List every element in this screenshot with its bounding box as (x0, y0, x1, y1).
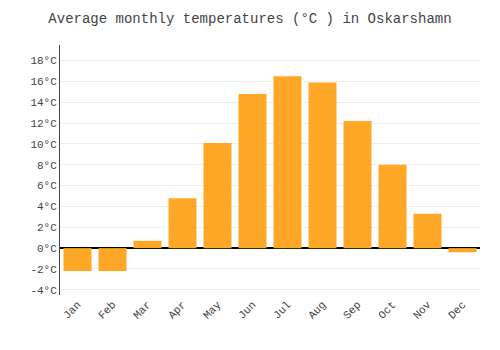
svg-text:2°C: 2°C (37, 222, 57, 234)
svg-text:Average monthly temperatures (: Average monthly temperatures (°C ) in Os… (48, 11, 451, 27)
svg-text:Oct: Oct (376, 299, 398, 321)
svg-text:14°C: 14°C (30, 97, 57, 109)
svg-text:Jun: Jun (236, 299, 258, 321)
svg-text:-2°C: -2°C (30, 264, 57, 276)
svg-text:12°C: 12°C (30, 118, 57, 130)
svg-text:0°C: 0°C (37, 243, 57, 255)
svg-text:18°C: 18°C (30, 55, 57, 67)
svg-text:Jan: Jan (61, 299, 83, 321)
svg-text:Feb: Feb (96, 299, 118, 321)
svg-text:16°C: 16°C (30, 76, 57, 88)
svg-text:Dec: Dec (446, 299, 468, 321)
svg-text:Nov: Nov (411, 299, 434, 322)
svg-text:10°C: 10°C (30, 139, 57, 151)
svg-text:Aug: Aug (306, 299, 328, 321)
svg-text:-4°C: -4°C (30, 285, 57, 297)
svg-text:May: May (201, 299, 224, 322)
svg-text:6°C: 6°C (37, 180, 57, 192)
svg-text:Sep: Sep (341, 299, 363, 321)
svg-text:Mar: Mar (131, 299, 153, 321)
svg-text:Apr: Apr (166, 299, 188, 321)
svg-text:4°C: 4°C (37, 201, 57, 213)
svg-text:Jul: Jul (271, 299, 293, 321)
svg-text:8°C: 8°C (37, 160, 57, 172)
